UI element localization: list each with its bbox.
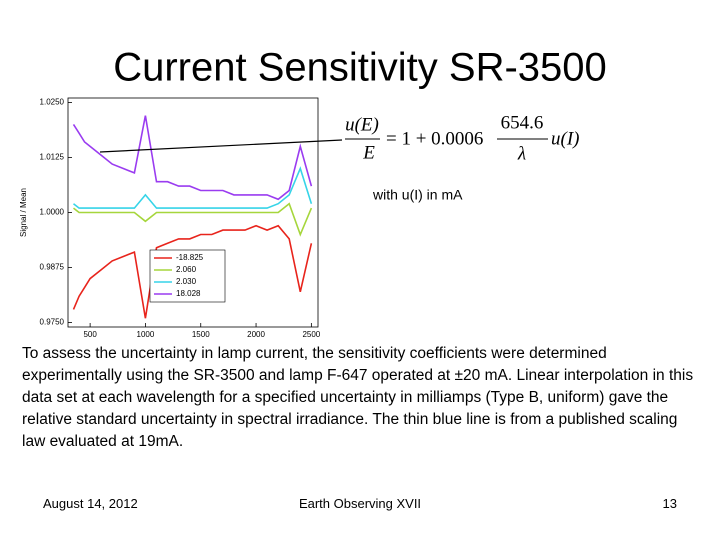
y-axis-label: Signal / Mean — [19, 188, 28, 237]
footer-page: 13 — [662, 496, 677, 511]
body-text: To assess the uncertainty in lamp curren… — [22, 345, 694, 450]
legend-label: 2.060 — [176, 265, 197, 274]
x-tick-label: 2000 — [247, 330, 265, 339]
equation: u(E) E = 1 + 0.0006 654.6 λ u(I) — [345, 112, 579, 164]
eq-rhs: u(I) — [551, 128, 579, 149]
x-tick-label: 500 — [83, 330, 97, 339]
footer-date: August 14, 2012 — [43, 496, 138, 511]
eq-lhs-den: E — [362, 142, 375, 163]
x-tick-label: 1000 — [137, 330, 155, 339]
y-tick-label: 0.9875 — [40, 263, 65, 272]
slide-title: Current Sensitivity SR-3500 — [113, 46, 607, 90]
y-tick-label: 0.9750 — [40, 318, 65, 327]
annotation: with u(I) in mA — [372, 187, 463, 203]
eq-frac-num: 654.6 — [501, 112, 544, 133]
plot: 0.9750 0.9875 1.0000 1.0125 1.0250 500 1000 150… — [19, 98, 321, 340]
y-tick-label: 1.0125 — [40, 153, 65, 162]
legend-label: 2.030 — [176, 277, 197, 286]
pointer-line — [99, 139, 343, 153]
legend-label: -18.825 — [176, 253, 204, 262]
x-axis-label: Wavelength [nm] — [163, 339, 223, 340]
series-line — [73, 202, 313, 237]
footer-event: Earth Observing XVII — [298, 496, 422, 511]
series-line — [72, 115, 313, 201]
eq-frac-den: λ — [517, 143, 526, 164]
chart: Current Sensitivity SR-3500 u(E) E = 1 +… — [19, 46, 607, 340]
y-tick-label: 1.0000 — [40, 208, 65, 217]
series-line — [73, 166, 313, 209]
x-tick-label: 2500 — [302, 330, 320, 339]
y-tick-label: 1.0250 — [40, 98, 65, 107]
legend-label: 18.028 — [176, 289, 201, 298]
x-tick-label: 1500 — [192, 330, 210, 339]
series-line — [72, 224, 313, 319]
eq-middle: = 1 + 0.0006 — [386, 128, 483, 149]
eq-lhs-num: u(E) — [345, 114, 379, 135]
